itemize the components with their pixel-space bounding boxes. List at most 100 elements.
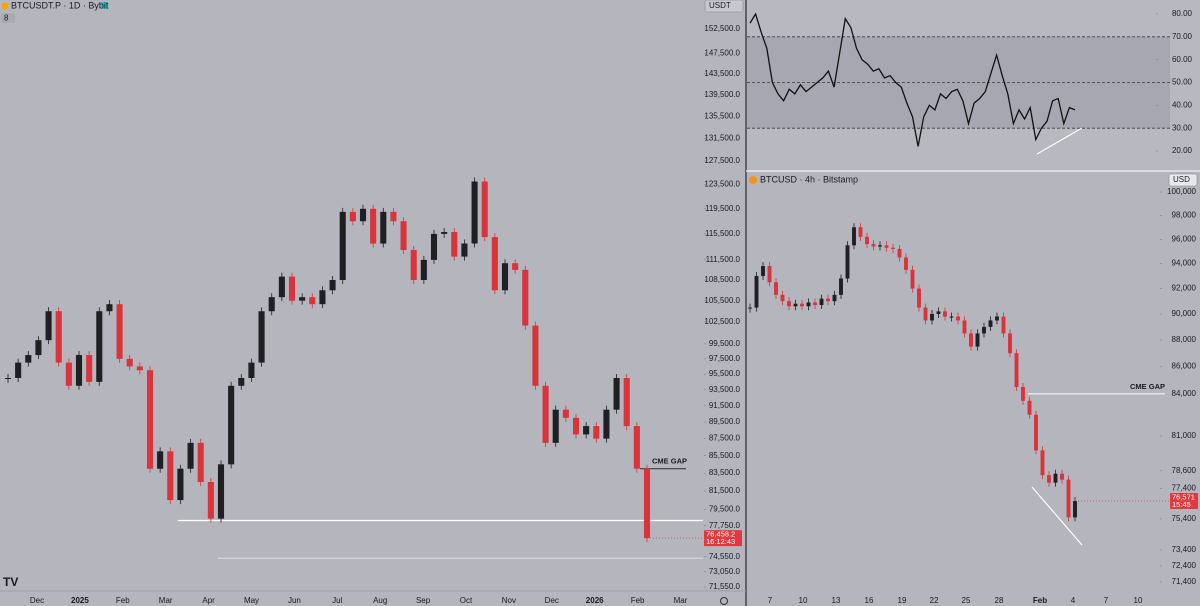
- y-tick-label: 79,500.0: [709, 504, 741, 513]
- candle: [238, 377, 245, 386]
- x-tick-label: Feb: [631, 596, 645, 605]
- candle: [1001, 316, 1006, 334]
- candle: [865, 236, 869, 245]
- candle: [1034, 414, 1038, 451]
- candle: [217, 464, 225, 519]
- candle: [1073, 501, 1077, 518]
- y-tick-label: 71,400: [1172, 577, 1197, 586]
- x-tick-label: Apr: [202, 596, 215, 605]
- candle: [767, 266, 772, 283]
- candle: [420, 259, 427, 281]
- trend-line: [1031, 486, 1083, 546]
- x-tick-label: 10: [1134, 596, 1143, 605]
- candle: [106, 304, 113, 312]
- currency-box[interactable]: [704, 0, 744, 13]
- y-tick-label: 119,500.0: [705, 204, 741, 213]
- candle: [4, 377, 12, 379]
- candle: [380, 211, 387, 244]
- y-tick-label: 105,500.0: [704, 296, 740, 305]
- candle: [471, 181, 478, 244]
- candle: [116, 304, 123, 359]
- badge: [1, 13, 15, 23]
- y-tick-label: 96,000: [1172, 234, 1197, 243]
- candle: [774, 282, 778, 295]
- candle: [793, 303, 798, 307]
- x-tick-label: Dec: [30, 596, 44, 605]
- candle: [748, 307, 752, 309]
- symbol-icon: [749, 176, 757, 184]
- candle: [603, 409, 610, 439]
- candle: [65, 362, 72, 386]
- x-tick-label: Mar: [159, 596, 173, 605]
- x-tick-label: Feb: [116, 596, 130, 605]
- y-tick-label: 95,500.0: [709, 369, 741, 378]
- candle: [910, 269, 915, 289]
- y-tick-label: 71,550.0: [709, 582, 741, 591]
- candle: [858, 227, 863, 237]
- candle: [891, 247, 895, 249]
- y-tick-label: 72,400: [1172, 561, 1197, 570]
- candle: [410, 250, 417, 281]
- price-badge: [704, 530, 742, 547]
- rsi-line: [749, 12, 1076, 147]
- y-tick-label: 20.00: [1172, 146, 1193, 155]
- x-tick-label: 13: [832, 596, 841, 605]
- settings-icon[interactable]: [720, 597, 728, 605]
- chart-title: BTCUSD · 4h · Bitstamp: [760, 174, 858, 184]
- candle: [956, 316, 960, 321]
- candle: [55, 311, 62, 363]
- countdown: 16:12:43: [706, 537, 735, 546]
- y-tick-label: 131,500.0: [704, 133, 740, 142]
- y-tick-label: 152,500.0: [704, 24, 740, 33]
- candle: [441, 231, 448, 234]
- candle: [813, 302, 817, 306]
- candle: [25, 355, 32, 363]
- candle: [754, 276, 759, 308]
- y-tick-label: 99,500.0: [709, 339, 741, 348]
- y-tick-label: 78,600: [1172, 466, 1197, 475]
- candle: [871, 244, 876, 247]
- candle: [995, 316, 999, 321]
- candle: [197, 442, 204, 483]
- candle: [75, 355, 83, 386]
- x-tick-label: May: [244, 596, 259, 605]
- candle: [1060, 473, 1064, 480]
- candle: [884, 245, 889, 248]
- candle: [278, 276, 285, 298]
- symbol-icon: [1, 2, 9, 10]
- y-tick-label: 91,500.0: [709, 401, 741, 410]
- y-tick-label: 93,500.0: [709, 385, 741, 394]
- candle: [96, 311, 103, 382]
- y-tick-label: 135,500.0: [704, 111, 740, 120]
- y-tick-label: 87,500.0: [709, 434, 741, 443]
- candle: [1066, 479, 1071, 518]
- candle: [501, 263, 509, 291]
- candle: [982, 326, 986, 334]
- logo: TV: [3, 575, 18, 589]
- candle: [35, 340, 42, 356]
- candle: [852, 227, 856, 246]
- candle: [1040, 450, 1045, 476]
- x-tick-label: Sep: [416, 596, 431, 605]
- y-tick-label: 40.00: [1172, 100, 1193, 109]
- x-tick-label: 22: [930, 596, 939, 605]
- candle: [633, 426, 640, 469]
- y-tick-label: 83,500.0: [709, 468, 741, 477]
- x-tick-label: Jul: [332, 596, 342, 605]
- candle: [552, 409, 559, 443]
- candle: [461, 243, 468, 257]
- currency-box[interactable]: [1168, 173, 1198, 187]
- x-tick-label: 28: [995, 596, 1004, 605]
- candle: [878, 245, 882, 247]
- y-tick-label: 100,000: [1167, 187, 1196, 196]
- x-tick-label: Nov: [502, 596, 516, 605]
- candle: [761, 266, 765, 277]
- y-tick-label: 90,000: [1172, 309, 1197, 318]
- x-tick-label: 10: [799, 596, 808, 605]
- candle: [806, 302, 811, 307]
- candle: [177, 468, 184, 501]
- candle: [917, 288, 921, 308]
- countdown: 15:45: [1172, 500, 1191, 509]
- chart-title: BTCUSDT.P · 1D · Bybit: [11, 0, 109, 10]
- candle: [136, 366, 143, 371]
